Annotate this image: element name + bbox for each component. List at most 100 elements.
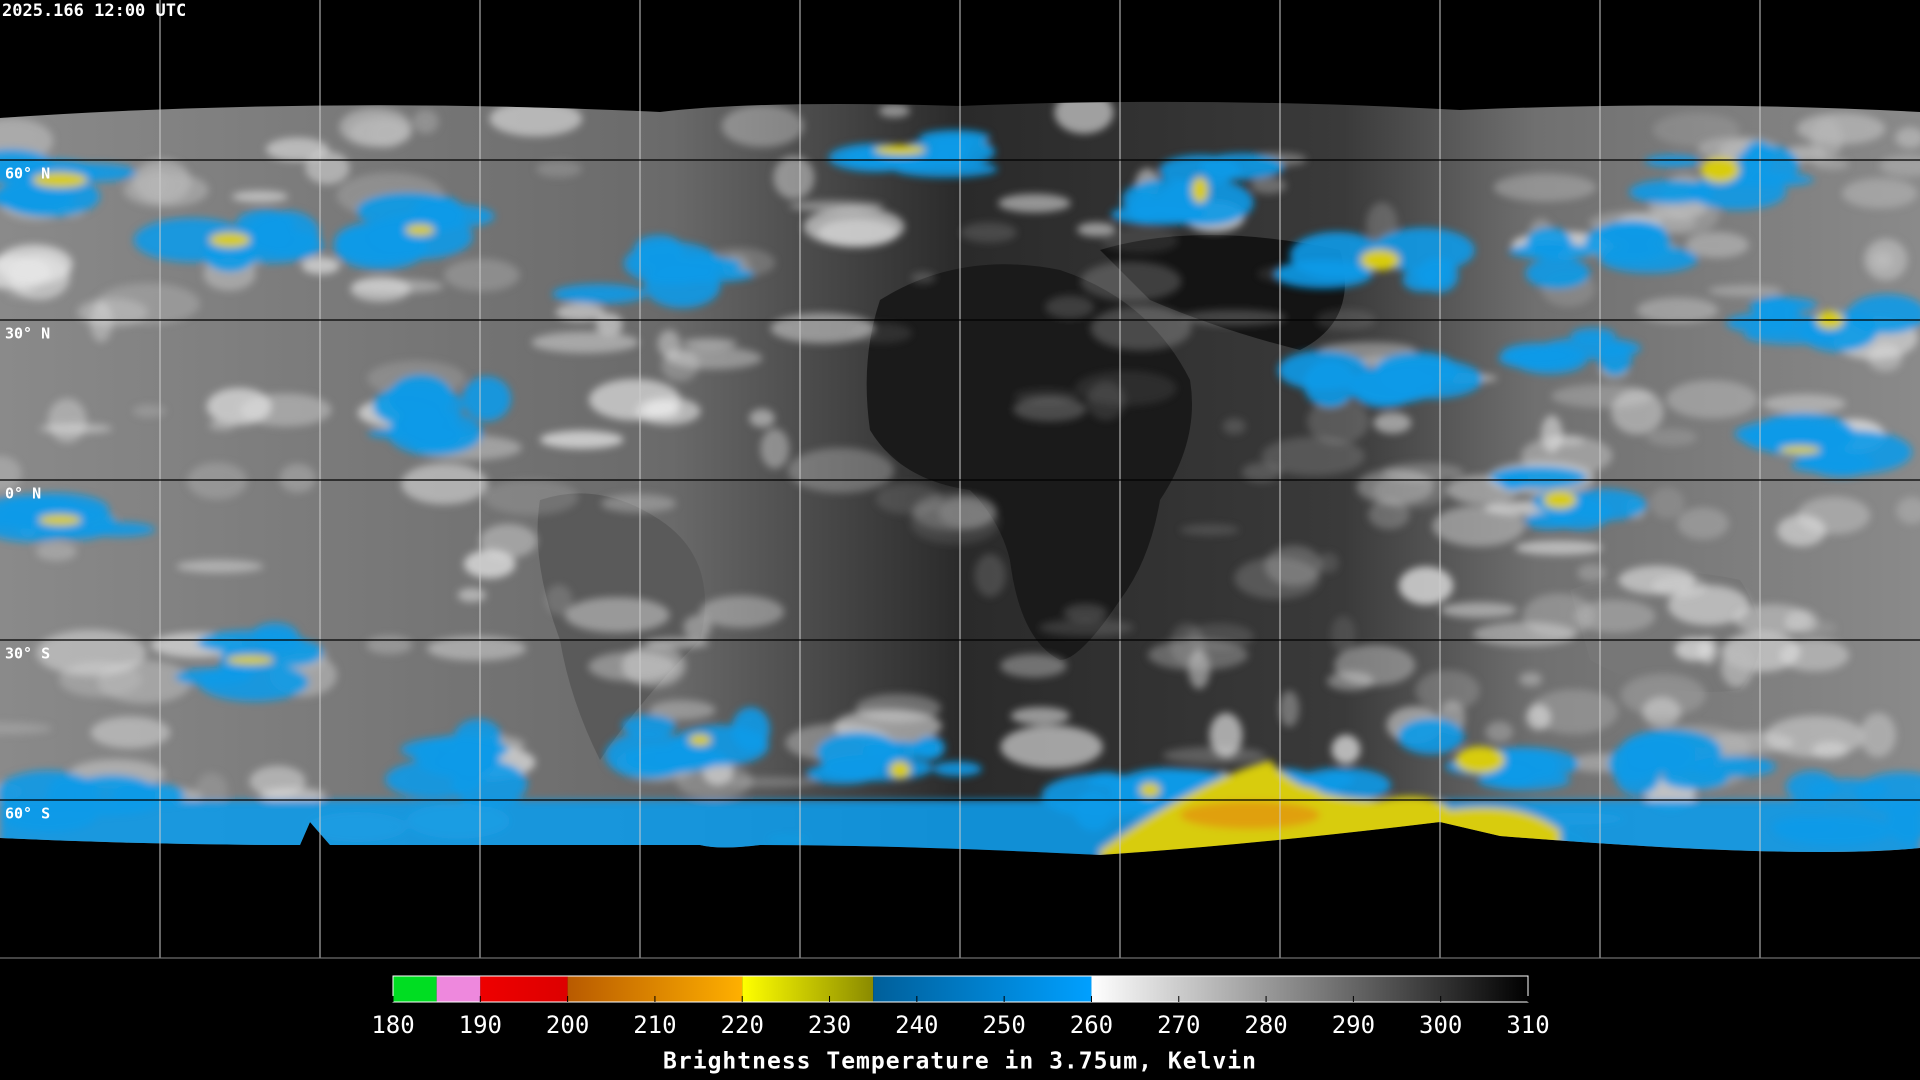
cloud: [1636, 297, 1719, 324]
cloud: [1054, 101, 1114, 134]
cold-cloud: [367, 426, 471, 440]
cloud: [1307, 398, 1370, 445]
cold-cloud: [1559, 489, 1647, 521]
cold-cloud: [1397, 717, 1465, 755]
cold-cloud: [400, 736, 510, 763]
very-cold-cloud: [874, 144, 926, 156]
cold-cloud: [451, 760, 528, 807]
cloud: [1241, 462, 1282, 483]
cloud: [1677, 507, 1729, 540]
cloud: [350, 276, 411, 302]
colorbar: 180 190 200 210 220 230 240 250 260 270 280 290 300 3…: [371, 975, 1550, 1039]
cloud-field: [0, 101, 1920, 856]
cloud: [675, 763, 753, 800]
cold-cloud: [462, 376, 512, 422]
cloud: [132, 404, 167, 418]
cloud: [1356, 469, 1435, 505]
cloud: [1415, 670, 1480, 712]
cloud: [89, 301, 113, 343]
colorbar-segment: [480, 976, 568, 1002]
cloud: [1013, 396, 1087, 422]
very-cold-cloud: [405, 224, 435, 236]
timestamp: 2025.166 12:00 UTC: [2, 1, 186, 21]
cold-cloud: [621, 714, 677, 737]
very-cold-cloud: [1700, 157, 1740, 183]
cloud: [1472, 622, 1577, 647]
cold-cloud: [862, 740, 936, 759]
cloud: [195, 772, 228, 808]
colorbar-tick-label: 240: [895, 1011, 938, 1039]
cloud: [1209, 712, 1243, 758]
colorbar-tick-label: 190: [459, 1011, 502, 1039]
colorbar-title: Brightness Temperature in 3.75um, Kelvin: [663, 1049, 1257, 1075]
colorbar-segment: [393, 976, 437, 1002]
colorbar-tick-label: 260: [1070, 1011, 1113, 1039]
cloud: [1541, 415, 1563, 453]
cloud: [683, 614, 712, 640]
cloud: [1667, 585, 1750, 626]
cloud: [596, 312, 623, 337]
cloud: [1860, 712, 1896, 758]
cloud: [749, 409, 775, 428]
cloud: [974, 553, 1006, 597]
very-cold-cloud: [1191, 177, 1209, 203]
latitude-labels: 60° N 30° N 0° N 30° S 60° S: [5, 165, 50, 823]
cloud: [545, 584, 573, 615]
cold-cloud: [1599, 245, 1699, 273]
cloud: [910, 271, 936, 284]
very-cold-cloud: [889, 761, 911, 779]
cold-cloud: [1691, 756, 1776, 778]
latitude-label: 30° S: [5, 645, 50, 663]
cloud: [682, 338, 738, 349]
cloud: [1895, 127, 1920, 149]
cloud: [1777, 514, 1826, 547]
very-cold-cloud: [1455, 746, 1505, 774]
cloud: [0, 455, 22, 492]
cloud: [1373, 412, 1412, 434]
cloud: [1330, 615, 1356, 654]
cloud: [1515, 540, 1603, 556]
colorbar-tick-label: 180: [371, 1011, 414, 1039]
cloud: [1170, 623, 1205, 666]
cloud: [539, 430, 624, 449]
latitude-label: 0° N: [5, 485, 41, 503]
cloud: [1102, 227, 1179, 254]
cloud: [1045, 295, 1095, 319]
cloud: [1077, 222, 1116, 237]
cloud: [1574, 599, 1656, 633]
cloud: [35, 541, 77, 561]
cloud: [1551, 384, 1653, 408]
very-cold-cloud: [209, 232, 251, 248]
cold-cloud: [1273, 260, 1373, 289]
cold-cloud: [1155, 178, 1254, 227]
cloud: [0, 722, 53, 735]
cloud: [0, 244, 73, 285]
cold-cloud: [1524, 511, 1575, 530]
cloud: [998, 193, 1071, 213]
very-cold-cloud: [226, 655, 274, 665]
cloud: [249, 765, 306, 798]
colorbar-tick-label: 310: [1506, 1011, 1549, 1039]
cold-cloud: [1688, 173, 1787, 210]
cold-cloud: [1620, 734, 1696, 774]
cold-cloud: [388, 374, 453, 419]
cloud: [1620, 673, 1707, 717]
cloud: [803, 207, 905, 247]
cloud: [443, 258, 520, 292]
cloud: [849, 322, 913, 344]
cloud: [1652, 112, 1740, 147]
cloud: [1811, 118, 1844, 160]
cloud: [1812, 158, 1850, 170]
latitude-label: 60° N: [5, 165, 50, 183]
very-cold-cloud: [1779, 445, 1821, 455]
cloud: [265, 137, 329, 162]
cloud: [231, 190, 289, 203]
cloud: [1867, 344, 1903, 372]
cloud: [1764, 715, 1865, 758]
very-cold-cloud: [38, 514, 82, 526]
cloud: [176, 559, 264, 573]
cloud: [1090, 305, 1192, 351]
antarctic-orange: [1180, 801, 1320, 829]
cold-cloud: [552, 283, 647, 304]
